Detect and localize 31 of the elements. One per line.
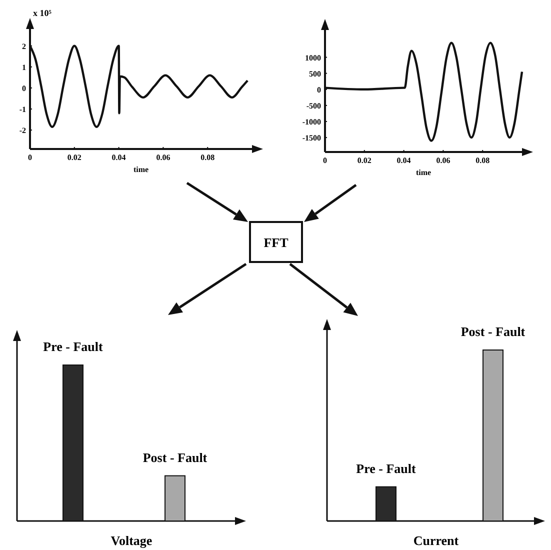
x-tick-label: 0.04 — [396, 156, 411, 165]
x-tick-label: 0.02 — [357, 156, 372, 165]
y-tick-label: 2 — [22, 42, 26, 51]
x-tick-label: Pre - Fault — [356, 460, 417, 476]
x-tick-label: Pre - Fault — [43, 339, 104, 354]
y-tick-label: 0 — [22, 84, 26, 93]
x-axis-title: time — [416, 168, 432, 177]
text: FFT — [264, 235, 289, 250]
x-tick-label: 0.06 — [436, 156, 450, 165]
x-axis-title: time — [133, 165, 149, 174]
y-tick-label: 500 — [309, 69, 321, 78]
x-axis-title: Current — [413, 533, 460, 548]
y-tick-label: -2 — [19, 126, 26, 136]
y-tick-label: 0 — [317, 85, 321, 94]
x-axis-title: Voltage — [110, 533, 152, 548]
y-tick-label: -500 — [306, 101, 321, 110]
x-tick-label: 0.04 — [112, 153, 126, 162]
x-tick-label: Post - Fault — [460, 324, 526, 339]
y-tick-label: -1 — [19, 105, 26, 114]
x-tick-label: Post - Fault — [142, 450, 208, 465]
x-tick-label: 0.06 — [156, 153, 170, 162]
y-axis-title: x 10⁵ — [33, 8, 52, 18]
y-tick-label: -1000 — [302, 118, 321, 126]
y-tick-label: -1500 — [302, 134, 321, 143]
x-tick-label: 0.02 — [67, 153, 82, 162]
x-tick-label: 0 — [323, 156, 327, 165]
x-tick-label: 0.08 — [200, 153, 215, 162]
y-tick-label: 1 — [22, 62, 26, 72]
y-tick-label: 1000 — [305, 53, 321, 62]
x-tick-label: 0.08 — [476, 156, 490, 165]
x-tick-label: 0 — [28, 153, 32, 162]
